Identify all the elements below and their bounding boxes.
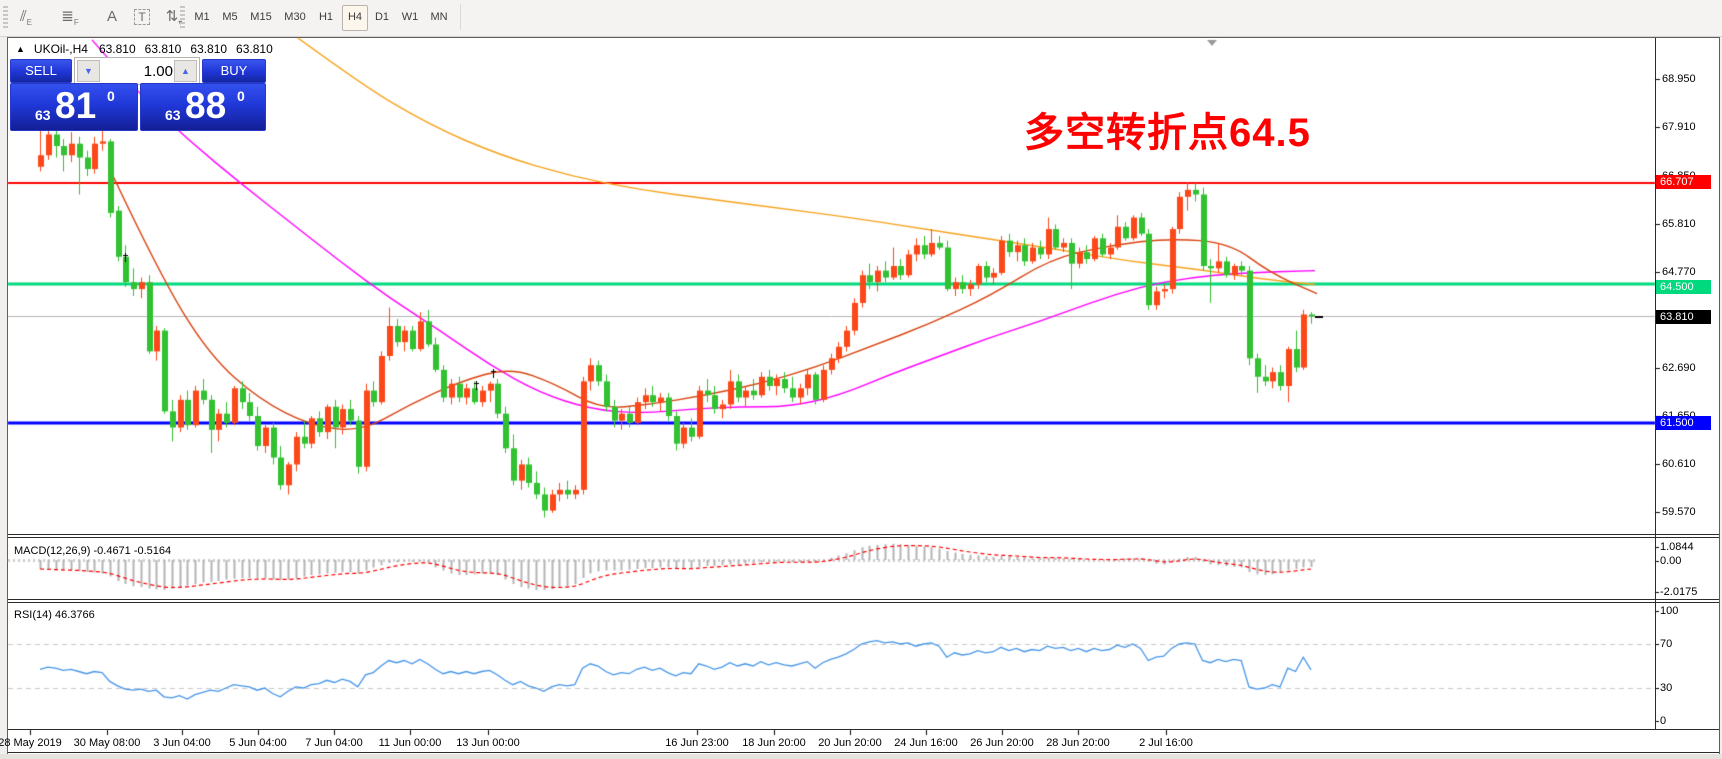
indicator-axis-label: 100 xyxy=(1660,605,1679,617)
price-tag: 61.500 xyxy=(1656,416,1711,430)
timeframe-button-w1[interactable]: W1 xyxy=(401,11,419,23)
indicator-axis-label: 0 xyxy=(1660,715,1667,727)
sell-price-button[interactable]: 63 81 0 xyxy=(10,83,138,131)
toolbar-grip[interactable] xyxy=(3,6,8,30)
indicator-axis-label: 70 xyxy=(1660,638,1673,650)
one-click-trade-panel: SELL ▼ ▲ BUY 63 81 0 63 88 0 xyxy=(10,57,266,131)
price-axis-label: 65.810 xyxy=(1662,218,1696,230)
macd-label: MACD(12,26,9) -0.4671 -0.5164 xyxy=(14,545,172,557)
time-axis-label: 2 Jul 16:00 xyxy=(1139,737,1193,749)
price-tag: 64.500 xyxy=(1656,280,1711,294)
volume-down-button[interactable]: ▼ xyxy=(77,60,100,82)
ohlc-value: 63.810 xyxy=(98,42,136,56)
timeframe-button-d1[interactable]: D1 xyxy=(374,11,390,23)
symbol-period-label: UKOil-,H4 xyxy=(33,42,88,56)
ohlc-value: 63.810 xyxy=(144,42,182,56)
line-studies-icon[interactable]: ⫽E xyxy=(19,8,33,27)
price-axis-label: 64.770 xyxy=(1662,266,1696,278)
ohlc-value: 63.810 xyxy=(236,42,273,56)
volume-up-button[interactable]: ▲ xyxy=(174,60,197,82)
time-axis-label: 11 Jun 00:00 xyxy=(378,737,442,749)
time-axis-label: 5 Jun 04:00 xyxy=(229,737,287,749)
chart-text-annotation: 多空转折点64.5 xyxy=(1024,111,1311,155)
subwindow-separator[interactable] xyxy=(8,602,1719,603)
sell-button[interactable]: SELL xyxy=(10,59,72,83)
buy-price-prefix: 63 xyxy=(165,107,181,123)
subwindow-separator[interactable] xyxy=(8,534,1719,535)
buy-button[interactable]: BUY xyxy=(202,59,266,83)
indicator-axis-label: 1.0844 xyxy=(1660,541,1694,553)
sell-price-prefix: 63 xyxy=(35,107,51,123)
ohlc-values: 63.810 63.810 63.810 63.810 xyxy=(99,42,273,56)
buy-price-point: 0 xyxy=(237,88,245,104)
price-tag: 66.707 xyxy=(1656,175,1711,189)
rsi-label: RSI(14) 46.3766 xyxy=(14,609,95,621)
buy-price-button[interactable]: 63 88 0 xyxy=(140,83,266,131)
price-axis-label: 62.690 xyxy=(1662,362,1696,374)
indicator-axis-label: 0.00 xyxy=(1660,555,1682,567)
price-tag: 63.810 xyxy=(1656,310,1711,324)
price-axis-label: 60.610 xyxy=(1662,458,1696,470)
buy-price-main: 88 xyxy=(185,85,227,126)
price-axis-label: 68.950 xyxy=(1662,73,1696,85)
collapse-icon[interactable]: ▲ xyxy=(16,44,25,54)
sell-price-main: 81 xyxy=(55,85,97,126)
time-axis-label: 28 May 2019 xyxy=(0,737,62,749)
toolbar-grip[interactable] xyxy=(180,6,185,30)
time-axis-label: 20 Jun 20:00 xyxy=(818,737,882,749)
volume-input[interactable] xyxy=(101,59,175,83)
sell-price-point: 0 xyxy=(107,88,115,104)
time-axis-label: 18 Jun 20:00 xyxy=(742,737,806,749)
text-icon[interactable]: A xyxy=(106,8,117,25)
time-axis-label: 30 May 08:00 xyxy=(73,737,141,749)
timeframe-button-m5[interactable]: M5 xyxy=(222,11,238,23)
volume-spinner: ▼ ▲ xyxy=(74,57,200,85)
timeframe-button-h1[interactable]: H1 xyxy=(318,11,334,23)
time-axis-label: 16 Jun 23:00 xyxy=(665,737,729,749)
time-axis-separator xyxy=(8,729,1719,730)
time-axis-label: 3 Jun 04:00 xyxy=(153,737,211,749)
indicator-axis-label: -2.0175 xyxy=(1660,586,1698,598)
timeframe-button-h4[interactable]: H4 xyxy=(342,5,368,31)
status-strip xyxy=(0,754,1722,759)
ohlc-value: 63.810 xyxy=(190,42,228,56)
chart-header: ▲ UKOil-,H4 63.810 63.810 63.810 63.810 xyxy=(16,42,273,56)
timeframe-button-m1[interactable]: M1 xyxy=(194,11,210,23)
timeframe-button-m15[interactable]: M15 xyxy=(250,11,272,23)
text-label-icon[interactable]: T xyxy=(128,4,156,30)
indicator-axis-label: 30 xyxy=(1660,682,1673,694)
time-axis-label: 24 Jun 16:00 xyxy=(894,737,958,749)
timeframe-button-mn[interactable]: MN xyxy=(430,11,448,23)
subwindow-separator[interactable] xyxy=(8,537,1719,538)
time-axis-label: 13 Jun 00:00 xyxy=(456,737,520,749)
time-axis-label: 26 Jun 20:00 xyxy=(970,737,1034,749)
subwindow-separator[interactable] xyxy=(8,599,1719,600)
price-axis-label: 59.570 xyxy=(1662,506,1696,518)
timeframe-button-m30[interactable]: M30 xyxy=(284,11,306,23)
price-axis-label: 67.910 xyxy=(1662,121,1696,133)
price-axis-line xyxy=(1655,38,1656,730)
time-axis-label: 28 Jun 20:00 xyxy=(1046,737,1110,749)
fibonacci-icon[interactable]: ≣F xyxy=(61,8,79,27)
time-axis-label: 7 Jun 04:00 xyxy=(305,737,363,749)
toolbar-separator xyxy=(460,4,461,30)
window-bottom-border xyxy=(8,752,1719,753)
